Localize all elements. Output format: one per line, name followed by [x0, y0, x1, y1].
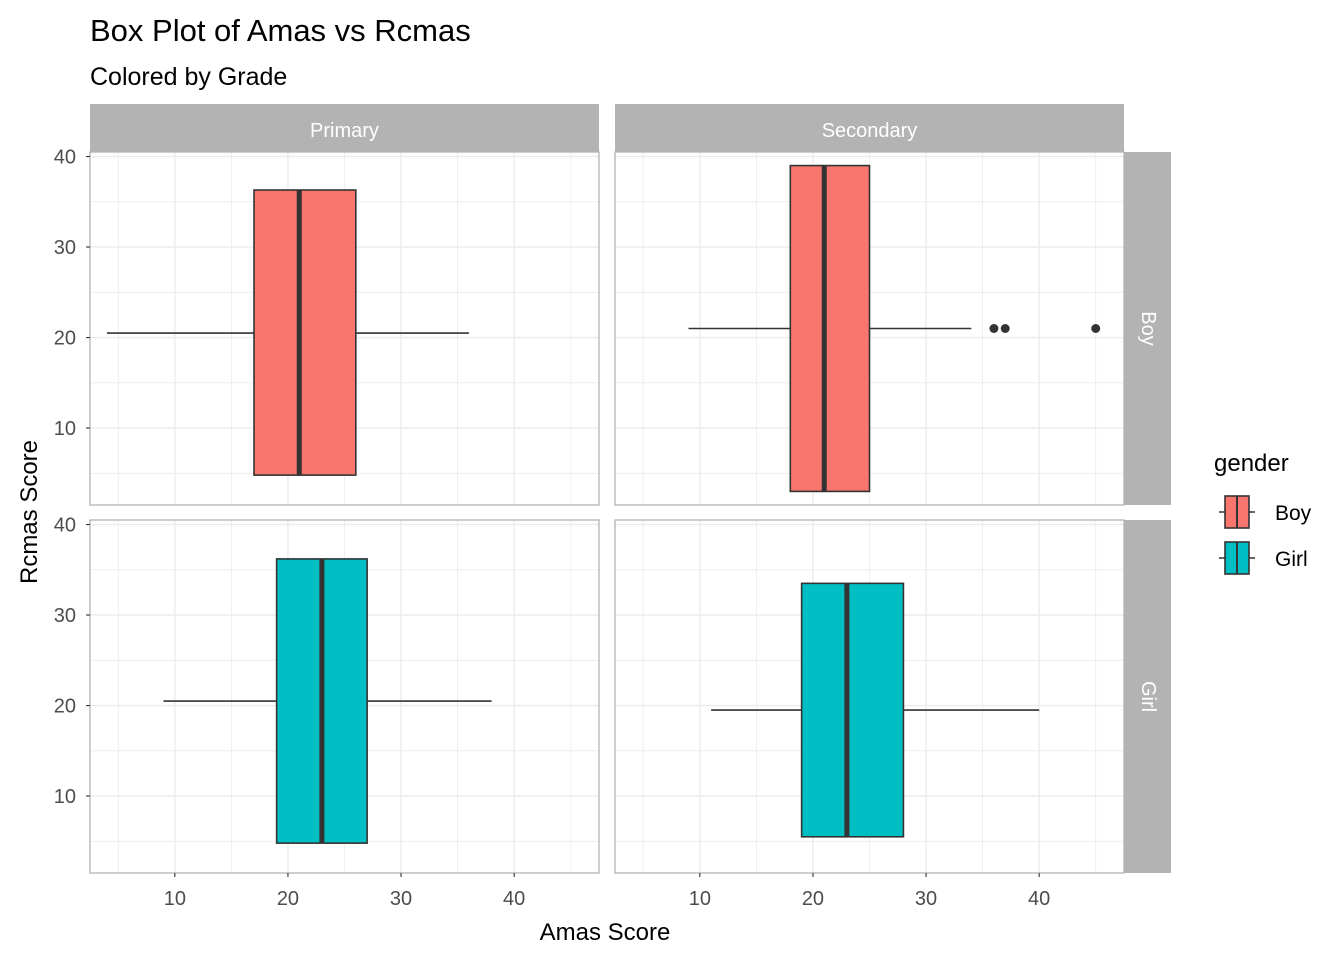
legend-item-boy: Boy — [1219, 495, 1312, 529]
facet-label-secondary: Secondary — [822, 120, 918, 142]
chart-title: Box Plot of Amas vs Rcmas — [90, 13, 471, 48]
panel-border — [89, 519, 600, 874]
x-tick-label: 20 — [802, 888, 824, 910]
panel-border — [89, 151, 600, 506]
box-primary-boy — [106, 189, 469, 476]
box-secondary-girl — [711, 582, 1040, 838]
legend-label-girl: Girl — [1275, 548, 1308, 571]
facet-label-primary: Primary — [310, 120, 379, 142]
x-tick-label: 30 — [915, 888, 937, 910]
x-tick-label: 40 — [1028, 888, 1050, 910]
panel-border — [614, 519, 1125, 874]
x-tick-label: 10 — [689, 888, 711, 910]
x-axis-label: Amas Score — [540, 919, 671, 946]
chart-subtitle: Colored by Grade — [90, 63, 287, 91]
plot-area: Primary Secondary Boy Girl 10 20 30 40 10 20 30 40 1… — [54, 104, 1171, 910]
outlier-point — [1000, 324, 1010, 333]
y-tick-label: 30 — [54, 237, 76, 259]
x-tick-label: 20 — [277, 888, 299, 910]
x-tick-label: 30 — [390, 888, 412, 910]
y-tick-label: 30 — [54, 605, 76, 627]
legend-item-girl: Girl — [1219, 541, 1308, 575]
y-tick-label: 40 — [54, 147, 76, 169]
y-tick-label: 10 — [54, 786, 76, 808]
x-tick-label: 40 — [503, 888, 525, 910]
facet-label-boy: Boy — [1137, 311, 1159, 345]
panel-border — [614, 151, 1125, 506]
y-tick-label: 20 — [54, 328, 76, 350]
facet-strip-boy — [1124, 152, 1171, 505]
box-body — [253, 189, 357, 476]
x-tick-label: 10 — [164, 888, 186, 910]
panel-secondary-girl — [614, 519, 1125, 874]
box-body — [789, 164, 871, 493]
outlier-point — [989, 324, 999, 333]
facet-label-girl: Girl — [1137, 681, 1159, 712]
box-secondary-boy — [688, 164, 1101, 493]
legend-title: gender — [1214, 450, 1289, 477]
outlier-point — [1091, 324, 1101, 333]
y-axis-label: Rcmas Score — [16, 440, 43, 584]
y-tick-label: 20 — [54, 696, 76, 718]
y-tick-label: 10 — [54, 418, 76, 440]
y-tick-label: 40 — [54, 515, 76, 537]
box-body — [800, 582, 905, 838]
facet-strip-girl — [1124, 520, 1171, 873]
legend-label-boy: Boy — [1275, 502, 1312, 525]
box-primary-girl — [163, 558, 492, 844]
legend: gender Boy Girl — [1214, 450, 1312, 575]
facet-strip-primary — [90, 104, 599, 152]
facet-strip-secondary — [615, 104, 1124, 152]
